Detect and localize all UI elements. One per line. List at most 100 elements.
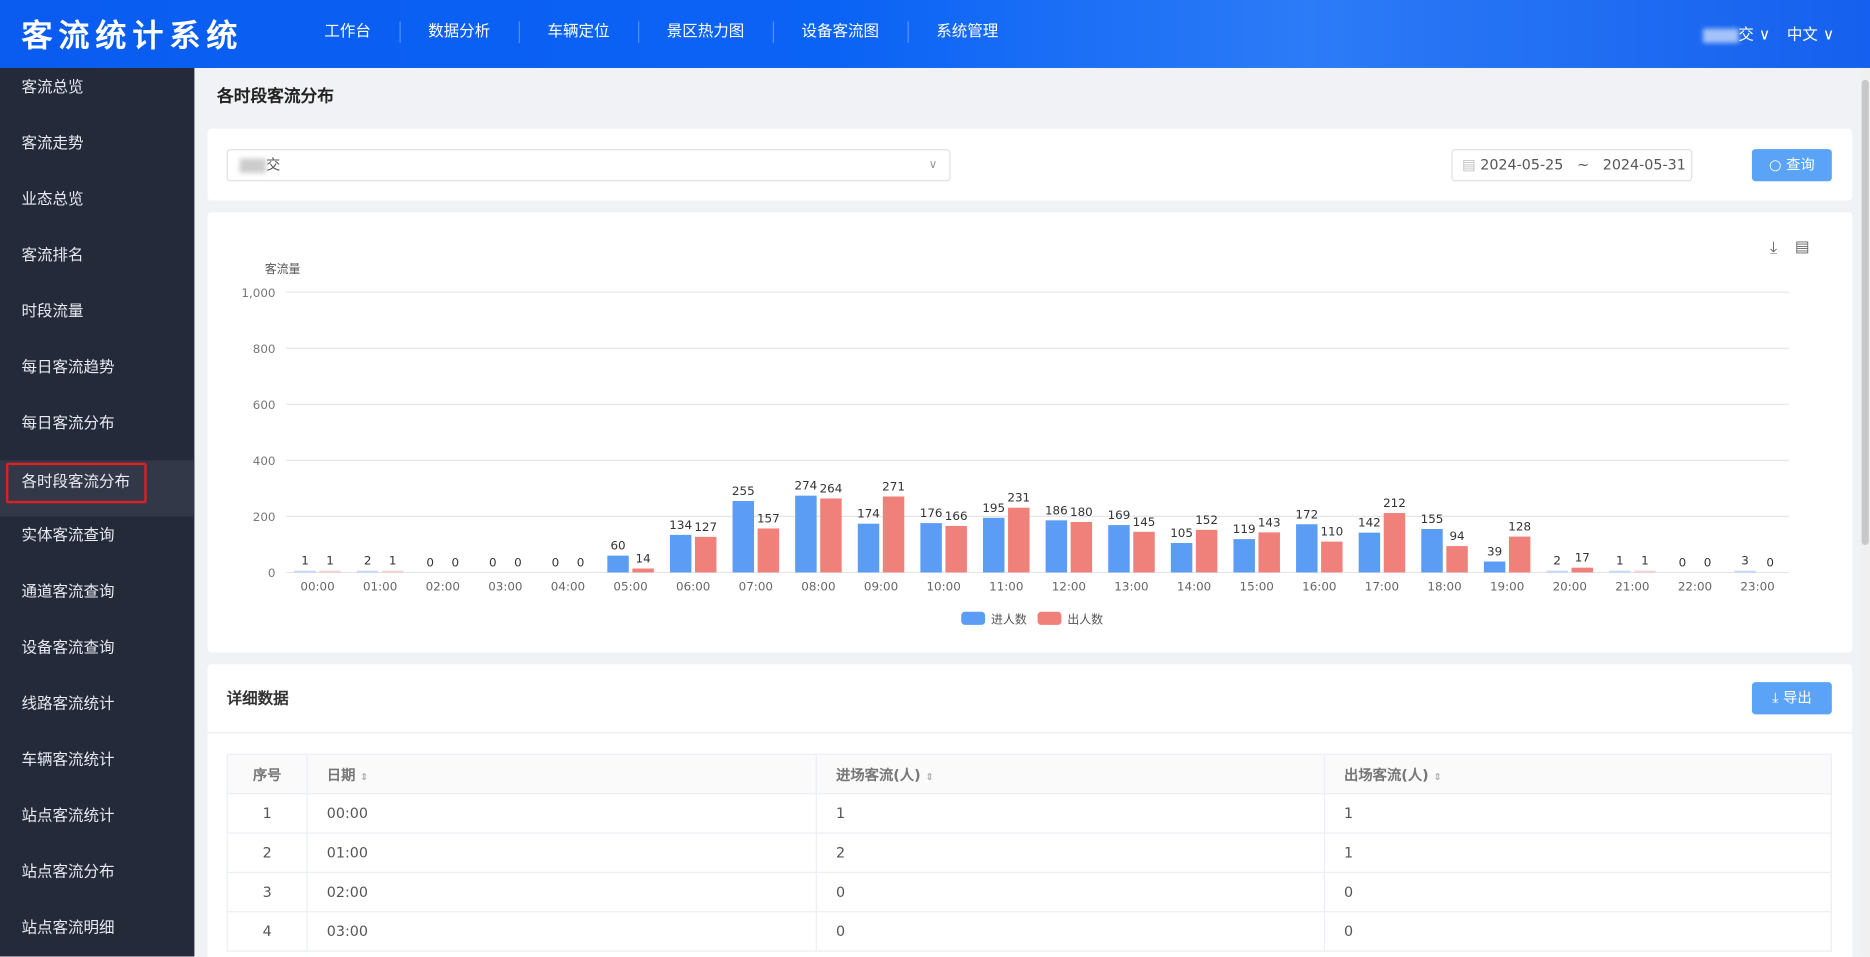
bar-in — [356, 570, 379, 573]
user-menu[interactable]: 交 ∨ — [1702, 21, 1770, 44]
details-title: 详细数据 — [226, 690, 289, 709]
data-label: 2 — [1553, 554, 1561, 568]
sidebar-item[interactable]: 客流走势 — [0, 124, 194, 180]
bar-in — [1421, 529, 1443, 573]
x-tick-label: 17:00 — [1365, 579, 1399, 593]
bar-out — [632, 568, 654, 573]
sidebar-item[interactable]: 时段流量 — [0, 292, 194, 348]
x-tick-label: 01:00 — [363, 579, 397, 593]
details-table: 序号 日期 ⇕ 进场客流(人) ⇕ 出场客流(人) ⇕ 1 00:00 1 1 2 01:00 2… — [226, 753, 1832, 952]
bar-out — [1133, 531, 1155, 573]
sidebar-item[interactable]: 每日客流趋势 — [0, 348, 194, 404]
sidebar-item[interactable]: 站点客流分布 — [0, 853, 194, 909]
bar-out — [820, 498, 842, 573]
chevron-down-icon: ∨ — [928, 158, 938, 172]
data-label: 0 — [1766, 555, 1774, 569]
query-label: 查询 — [1786, 156, 1815, 173]
nav-heatmap[interactable]: 景区热力图 — [638, 0, 773, 68]
legend-label: 进人数 — [991, 613, 1027, 627]
bar-in — [1108, 525, 1130, 573]
calendar-icon: ▤ — [1462, 156, 1476, 173]
legend-swatch — [1037, 611, 1062, 625]
nav-vehicle-location[interactable]: 车辆定位 — [518, 0, 638, 68]
details-card: 详细数据 ⤓ 导出 序号 日期 ⇕ 进场客流(人) ⇕ 出场客流(人) ⇕ 1 00:0… — [207, 664, 1853, 957]
sidebar-item[interactable]: 客流总览 — [0, 68, 194, 124]
data-label: 0 — [552, 555, 560, 569]
sidebar-item[interactable]: 车辆客流统计 — [0, 741, 194, 797]
data-label: 127 — [694, 520, 717, 534]
data-label: 195 — [982, 501, 1005, 515]
nav-data-analysis[interactable]: 数据分析 — [399, 0, 519, 68]
sidebar: 客流总览 客流走势 业态总览 客流排名 时段流量 每日客流趋势 每日客流分布 各时段客流分布实… — [0, 67, 195, 957]
data-label: 17 — [1575, 551, 1590, 565]
data-label: 119 — [1233, 522, 1256, 536]
table-row: 2 01:00 2 1 — [226, 832, 1832, 873]
x-tick-label: 15:00 — [1240, 579, 1274, 593]
data-label: 274 — [795, 479, 818, 493]
scrollbar[interactable] — [1860, 67, 1870, 957]
table-cell: 01:00 — [306, 832, 817, 873]
query-button[interactable]: ○ 查询 — [1751, 149, 1832, 182]
bar-in — [857, 523, 880, 573]
col-in[interactable]: 进场客流(人) ⇕ — [815, 753, 1325, 795]
sidebar-item[interactable]: 站点客流明细 — [0, 909, 194, 957]
download-icon[interactable]: ⤓ — [1769, 238, 1778, 258]
sort-icon: ⇕ — [1433, 771, 1442, 782]
bar-out — [319, 570, 341, 573]
bar-out — [945, 525, 967, 573]
sidebar-item[interactable]: 各时段客流分布 — [0, 460, 195, 517]
date-range-picker[interactable]: ▤ 2024-05-25 ~ 2024-05-31 — [1451, 149, 1693, 182]
data-label: 143 — [1258, 515, 1281, 529]
sidebar-item[interactable]: 客流排名 — [0, 236, 194, 292]
bar-in — [1546, 570, 1568, 573]
language-menu[interactable]: 中文 ∨ — [1787, 21, 1834, 44]
table-cell: 1 — [1323, 793, 1832, 834]
col-date[interactable]: 日期 ⇕ — [306, 753, 817, 795]
data-label: 1 — [301, 554, 309, 568]
x-tick-label: 23:00 — [1740, 579, 1774, 593]
nav-workbench[interactable]: 工作台 — [324, 22, 371, 41]
sidebar-item[interactable]: 站点客流统计 — [0, 797, 194, 853]
x-tick-label: 02:00 — [426, 579, 460, 593]
bar-out — [381, 570, 404, 573]
sidebar-item[interactable]: 业态总览 — [0, 180, 194, 236]
bar-in — [1296, 524, 1318, 573]
col-out[interactable]: 出场客流(人) ⇕ — [1323, 753, 1832, 795]
data-label: 0 — [577, 555, 585, 569]
bar-out — [1571, 567, 1594, 573]
table-cell: 4 — [226, 911, 308, 952]
x-tick-label: 22:00 — [1678, 579, 1712, 593]
data-label: 1 — [1616, 554, 1624, 568]
sidebar-item[interactable]: 线路客流统计 — [0, 685, 194, 741]
nav-system[interactable]: 系统管理 — [907, 0, 1027, 68]
x-tick-label: 14:00 — [1177, 579, 1211, 593]
y-tick-label: 400 — [253, 454, 276, 468]
bar-in — [1358, 532, 1381, 573]
data-label: 94 — [1449, 529, 1464, 543]
table-cell: 0 — [1323, 911, 1832, 952]
data-label: 60 — [610, 539, 625, 553]
document-icon[interactable]: ▤ — [1794, 238, 1810, 257]
sidebar-item[interactable]: 通道客流查询 — [0, 572, 194, 628]
data-label: 0 — [1704, 555, 1712, 569]
sidebar-item[interactable]: 每日客流分布 — [0, 404, 194, 460]
table-row: 1 00:00 1 1 — [226, 793, 1832, 834]
nav-device-flow[interactable]: 设备客流图 — [772, 0, 908, 68]
data-label: 128 — [1508, 520, 1531, 534]
data-label: 212 — [1383, 496, 1406, 510]
filter-card: 交 ∨ ▤ 2024-05-25 ~ 2024-05-31 ○ 查询 — [207, 128, 1853, 201]
x-tick-label: 07:00 — [739, 579, 773, 593]
sidebar-item[interactable]: 实体客流查询 — [0, 516, 194, 572]
table-cell: 1 — [1323, 832, 1832, 873]
y-tick-label: 200 — [253, 510, 276, 524]
bar-out — [1508, 536, 1531, 573]
data-label: 155 — [1421, 512, 1444, 526]
line-select[interactable]: 交 ∨ — [226, 149, 951, 182]
export-button[interactable]: ⤓ 导出 — [1751, 682, 1832, 715]
x-tick-label: 12:00 — [1052, 579, 1086, 593]
sidebar-item-label: 车辆客流统计 — [21, 751, 115, 770]
data-label: 0 — [514, 555, 522, 569]
bar-in — [920, 523, 942, 573]
sidebar-item[interactable]: 设备客流查询 — [0, 629, 194, 685]
